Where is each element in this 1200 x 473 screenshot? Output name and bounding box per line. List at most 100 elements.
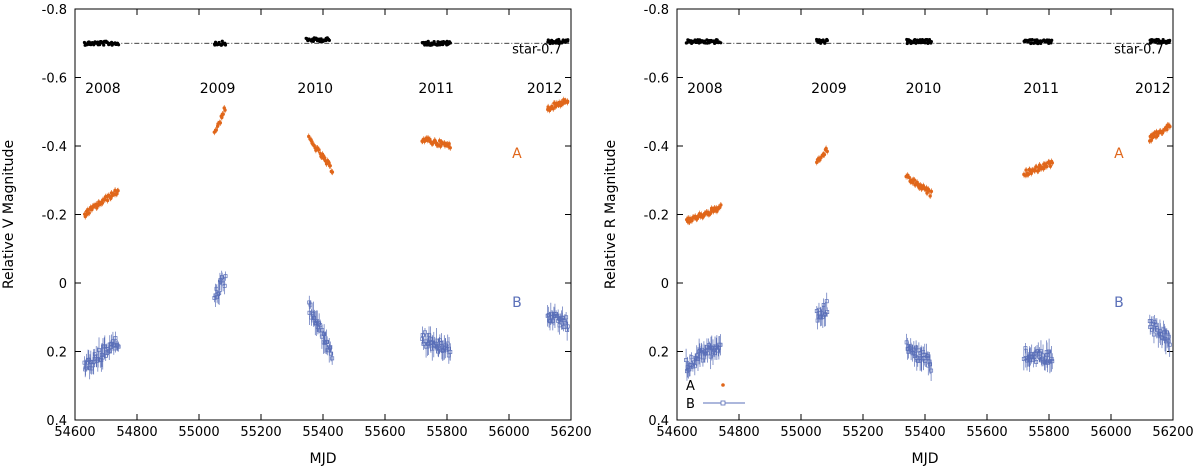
legend-label-A: A xyxy=(686,379,695,394)
y-tick-label: -0.8 xyxy=(644,3,669,18)
series-b-point xyxy=(423,330,427,335)
series-b-point xyxy=(82,360,87,365)
series-b-point xyxy=(1049,356,1054,361)
x-tick-label: 56000 xyxy=(488,425,529,440)
series-b-point xyxy=(1163,336,1167,341)
x-tick-label: 55600 xyxy=(966,425,1007,440)
series-b-point xyxy=(1045,353,1049,358)
series-b-point xyxy=(692,360,697,365)
series-b-point xyxy=(322,332,327,337)
star-point xyxy=(102,43,106,47)
star-point xyxy=(719,41,723,45)
series-b-point xyxy=(1166,334,1171,339)
year-label: 2011 xyxy=(1023,81,1059,97)
series-b-point xyxy=(1153,322,1158,327)
y-tick-label: -0.6 xyxy=(644,72,669,87)
series-b-point xyxy=(1050,359,1055,364)
series-b-point xyxy=(437,343,442,348)
series-b-point xyxy=(689,355,694,360)
series-b-point xyxy=(97,348,101,353)
star-point xyxy=(825,38,829,43)
star-point xyxy=(98,43,102,47)
x-tick-label: 55400 xyxy=(904,425,945,440)
series-b-point xyxy=(217,290,222,295)
x-tick-label: 56200 xyxy=(550,425,591,440)
star-point xyxy=(116,43,121,47)
x-tick-label: 54800 xyxy=(116,425,157,440)
panel-right: 54600 54800 55000 55200 55400 55600 55800 56000… xyxy=(603,3,1194,467)
series-b-point xyxy=(929,368,934,373)
year-label: 2010 xyxy=(297,81,333,97)
y-tick-label: -0.6 xyxy=(42,72,67,87)
series-b-point xyxy=(687,367,692,372)
series-b-point xyxy=(222,283,227,288)
series-b-point xyxy=(557,323,562,328)
series-b-point xyxy=(693,355,698,360)
series-b-point xyxy=(320,328,325,333)
series-b-point xyxy=(1167,342,1172,347)
x-tick-label: 55000 xyxy=(178,425,219,440)
series-b-point xyxy=(822,312,827,317)
series-b-point xyxy=(914,345,919,350)
series-b-point xyxy=(564,315,569,320)
series-b-point xyxy=(562,321,567,326)
series-b-point xyxy=(700,358,705,363)
year-label: 2009 xyxy=(811,81,847,97)
series-label-B: B xyxy=(1114,295,1124,311)
star-point xyxy=(1161,37,1165,42)
series-b-point xyxy=(716,348,721,353)
y-tick-label: -0.2 xyxy=(42,209,67,224)
star-point xyxy=(929,40,933,44)
year-label: 2008 xyxy=(85,81,121,97)
series-b-point xyxy=(430,340,435,345)
series-b-point xyxy=(116,344,121,349)
series-b-point xyxy=(426,341,431,346)
star-point xyxy=(693,38,697,42)
series-label-A: A xyxy=(1114,146,1124,162)
y-tick-label: 0.4 xyxy=(648,414,669,429)
series-b-point xyxy=(100,353,104,357)
x-tick-label: 54600 xyxy=(656,425,697,440)
series-b-point xyxy=(718,342,723,347)
star-point xyxy=(1050,38,1054,42)
y-tick-label: 0.4 xyxy=(46,414,67,429)
series-b-point xyxy=(216,292,221,296)
y-tick-label: 0 xyxy=(661,277,669,292)
star-point xyxy=(1049,41,1053,45)
series-b-point xyxy=(436,349,441,354)
star-point xyxy=(823,41,827,45)
year-label: 2011 xyxy=(418,81,454,97)
series-b-point xyxy=(212,296,217,300)
y-tick-label: 0.2 xyxy=(648,346,669,361)
star-point xyxy=(714,40,718,45)
star-point xyxy=(566,38,570,42)
series-b-point xyxy=(448,349,453,354)
x-axis-label: MJD xyxy=(310,451,337,467)
x-tick-label: 55200 xyxy=(842,425,883,440)
x-tick-label: 56200 xyxy=(1152,425,1193,440)
x-axis-label: MJD xyxy=(912,451,939,467)
series-b-point xyxy=(565,328,570,332)
star-point xyxy=(223,43,228,47)
series-b-point xyxy=(115,343,120,348)
legend-marker-B xyxy=(720,400,726,406)
star-point xyxy=(448,41,452,45)
year-label: 2009 xyxy=(200,81,236,97)
x-tick-label: 56000 xyxy=(1090,425,1131,440)
year-label: 2012 xyxy=(1135,81,1171,97)
series-label-A: A xyxy=(512,146,522,162)
legend-marker-A xyxy=(721,383,725,387)
star-point xyxy=(327,38,331,42)
y-tick-label: 0.2 xyxy=(46,346,67,361)
legend-label-B: B xyxy=(686,397,695,412)
series-b-point xyxy=(436,345,441,350)
y-tick-label: -0.2 xyxy=(644,209,669,224)
plot-frame xyxy=(74,8,572,421)
series-b-point xyxy=(906,349,911,354)
x-tick-label: 55400 xyxy=(302,425,343,440)
series-b-point xyxy=(88,359,92,364)
series-b-point xyxy=(705,351,710,356)
star-point xyxy=(685,41,689,45)
y-axis-label: Relative V Magnitude xyxy=(1,140,17,289)
series-b-point xyxy=(560,316,565,320)
